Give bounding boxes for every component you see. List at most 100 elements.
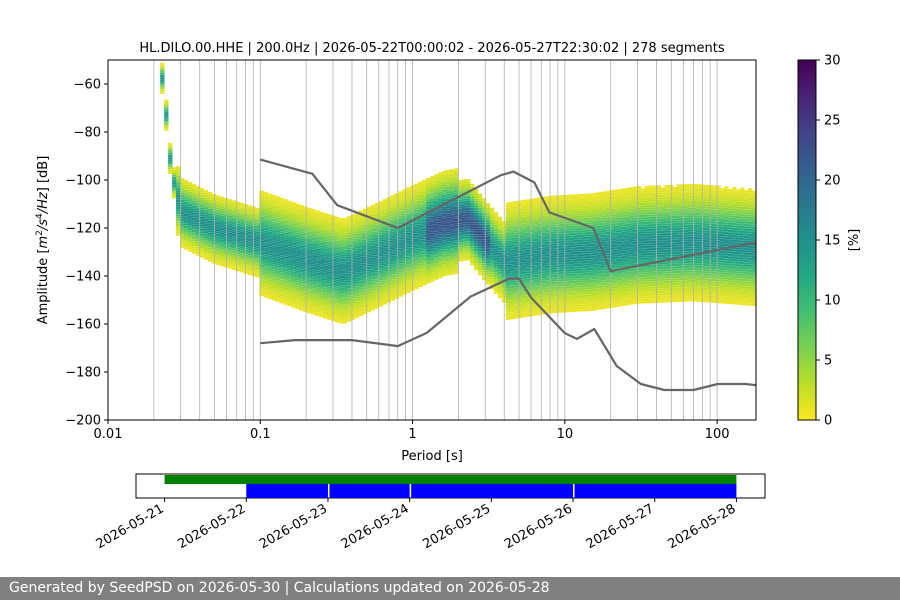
heatmap-cell: [211, 213, 217, 216]
heatmap-cell: [378, 270, 383, 274]
heatmap-cell: [446, 222, 451, 226]
heatmap-cell: [624, 271, 630, 275]
heatmap-cell: [624, 300, 630, 303]
heatmap-cell: [517, 243, 523, 246]
heatmap-cell: [338, 316, 344, 319]
heatmap-cell: [267, 260, 272, 263]
heatmap-cell: [557, 228, 562, 232]
heatmap-cell: [326, 286, 332, 289]
heatmap-cell: [350, 214, 356, 217]
heatmap-cell: [601, 256, 606, 259]
heatmap-cell: [203, 214, 209, 217]
heatmap-cell: [624, 233, 630, 236]
heatmap-cell: [291, 278, 296, 282]
heatmap-cell: [414, 284, 419, 287]
heatmap-cell: [458, 232, 463, 236]
heatmap-cell: [283, 201, 288, 204]
heatmap-cell: [223, 253, 229, 256]
heatmap-cell: [311, 218, 316, 221]
heatmap-cell: [553, 255, 558, 258]
heatmap-cell: [259, 281, 264, 284]
heatmap-cell: [426, 216, 431, 219]
heatmap-cell: [533, 310, 538, 314]
heatmap-cell: [172, 181, 177, 185]
heatmap-cell: [334, 312, 340, 316]
heatmap-cell: [374, 272, 380, 275]
heatmap-cell: [172, 186, 177, 189]
heatmap-cell: [485, 241, 491, 244]
heatmap-cell: [513, 241, 519, 245]
heatmap-cell: [180, 207, 185, 210]
heatmap-cell: [513, 244, 519, 247]
heatmap-cell: [446, 246, 451, 250]
heatmap-cell: [609, 286, 614, 289]
heatmap-cell: [644, 296, 650, 299]
heatmap-cell: [545, 210, 550, 213]
heatmap-cell: [469, 203, 475, 206]
heatmap-cell: [632, 237, 638, 240]
heatmap-cell: [311, 213, 316, 217]
heatmap-cell: [632, 251, 638, 254]
heatmap-cell: [219, 235, 225, 238]
heatmap-cell: [267, 229, 272, 232]
heatmap-cell: [283, 237, 288, 240]
heatmap-cell: [644, 293, 650, 297]
heatmap-cell: [176, 194, 181, 198]
heatmap-cell: [267, 296, 272, 299]
heatmap-cell: [326, 257, 332, 260]
heatmap-cell: [517, 207, 523, 210]
heatmap-cell: [303, 228, 308, 231]
heatmap-cell: [485, 248, 491, 252]
heatmap-cell: [350, 223, 356, 227]
heatmap-cell: [247, 262, 252, 266]
heatmap-cell: [612, 240, 618, 243]
heatmap-cell: [450, 231, 455, 234]
heatmap-cell: [362, 307, 368, 310]
heatmap-cell: [187, 184, 193, 187]
heatmap-cell: [469, 253, 475, 256]
heatmap-cell: [323, 256, 328, 259]
heatmap-cell: [342, 237, 348, 240]
heatmap-cell: [612, 189, 618, 193]
heatmap-cell: [263, 206, 268, 209]
heatmap-cell: [521, 214, 526, 217]
heatmap-cell: [473, 267, 479, 271]
heatmap-cell: [620, 274, 626, 278]
heatmap-cell: [450, 214, 455, 218]
heatmap-cell: [469, 200, 475, 203]
heatmap-cell: [402, 261, 407, 264]
heatmap-cell: [311, 312, 316, 315]
heatmap-cell: [323, 224, 328, 228]
heatmap-cell: [545, 217, 550, 221]
heatmap-cell: [541, 280, 546, 284]
heatmap-cell: [525, 309, 530, 312]
heatmap-cell: [326, 235, 332, 239]
heatmap-cell: [640, 286, 646, 290]
heatmap-cell: [342, 285, 348, 288]
heatmap-cell: [616, 289, 622, 293]
heatmap-cell: [533, 294, 538, 297]
heatmap-cell: [446, 241, 451, 245]
heatmap-cell: [454, 201, 459, 205]
heatmap-cell: [326, 295, 332, 299]
heatmap-cell: [485, 265, 491, 268]
heatmap-cell: [227, 208, 233, 212]
heatmap-cell: [199, 188, 205, 191]
heatmap-cell: [370, 308, 376, 311]
heatmap-cell: [616, 287, 622, 290]
heatmap-cell: [612, 271, 618, 274]
heatmap-cell: [505, 219, 511, 222]
heatmap-cell: [267, 243, 272, 247]
heatmap-cell: [263, 208, 268, 212]
heatmap-cell: [557, 238, 562, 241]
heatmap-cell: [378, 297, 383, 300]
heatmap-cell: [235, 259, 240, 262]
heatmap-cell: [402, 237, 407, 240]
heatmap-cell: [485, 203, 491, 206]
heatmap-cell: [561, 207, 566, 210]
heatmap-cell: [207, 254, 213, 257]
heatmap-cell: [605, 195, 610, 199]
heatmap-cell: [569, 297, 574, 301]
heatmap-cell: [549, 274, 554, 278]
heatmap-cell: [342, 234, 348, 238]
